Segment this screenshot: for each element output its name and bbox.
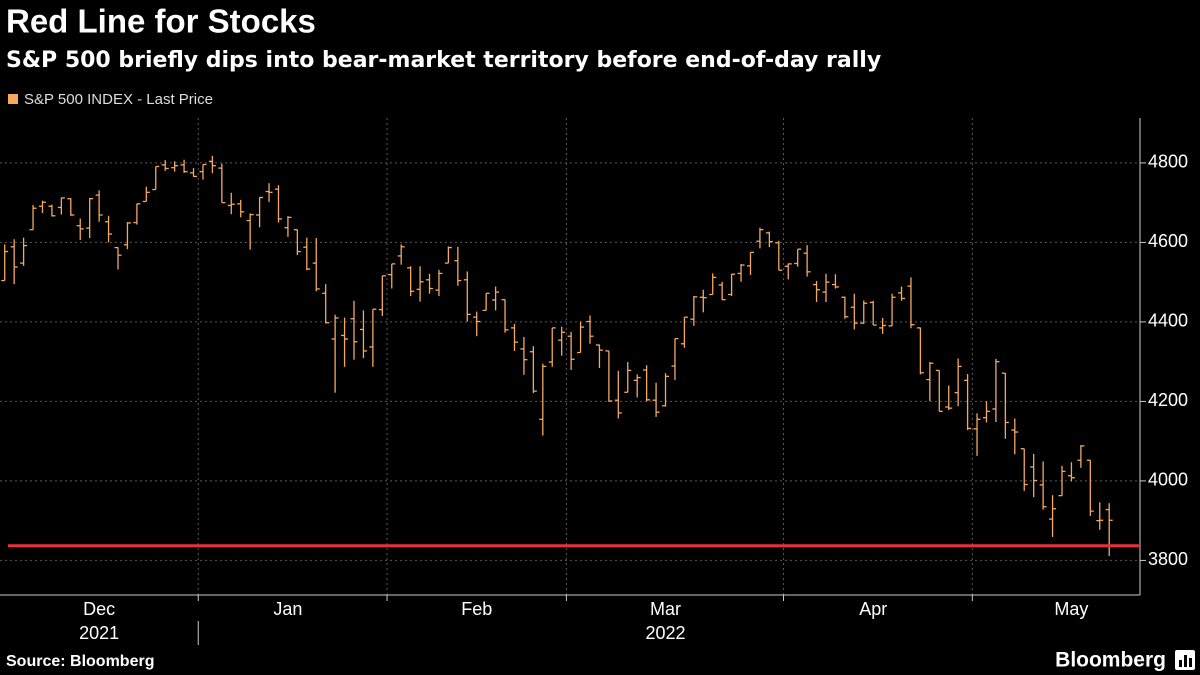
x-year-label: 2022 (645, 623, 685, 643)
y-tick-label: 4600 (1148, 231, 1188, 251)
x-tick-label: Jan (273, 599, 302, 619)
legend-swatch (8, 94, 18, 104)
y-tick-label: 4000 (1148, 470, 1188, 490)
brand: Bloomberg (1055, 649, 1166, 672)
x-tick-label: Feb (461, 599, 492, 619)
y-tick-label: 4800 (1148, 152, 1188, 172)
chart-subtitle: S&P 500 briefly dips into bear-market te… (6, 48, 881, 73)
y-tick-label: 4200 (1148, 390, 1188, 410)
source: Source: Bloomberg (6, 653, 154, 670)
x-tick-label: Apr (859, 599, 887, 619)
legend-label: S&P 500 INDEX - Last Price (24, 91, 213, 108)
chart-title: Red Line for Stocks (6, 3, 316, 40)
x-tick-label: Mar (650, 599, 681, 619)
y-tick-label: 3800 (1148, 549, 1188, 569)
brand-icon-bar (1179, 660, 1182, 667)
y-tick-label: 4400 (1148, 311, 1188, 331)
x-year-label: 2021 (79, 623, 119, 643)
x-tick-label: May (1054, 599, 1088, 619)
brand-icon-bar (1189, 658, 1192, 667)
x-tick-label: Dec (83, 599, 115, 619)
brand-icon-bar (1184, 655, 1187, 667)
